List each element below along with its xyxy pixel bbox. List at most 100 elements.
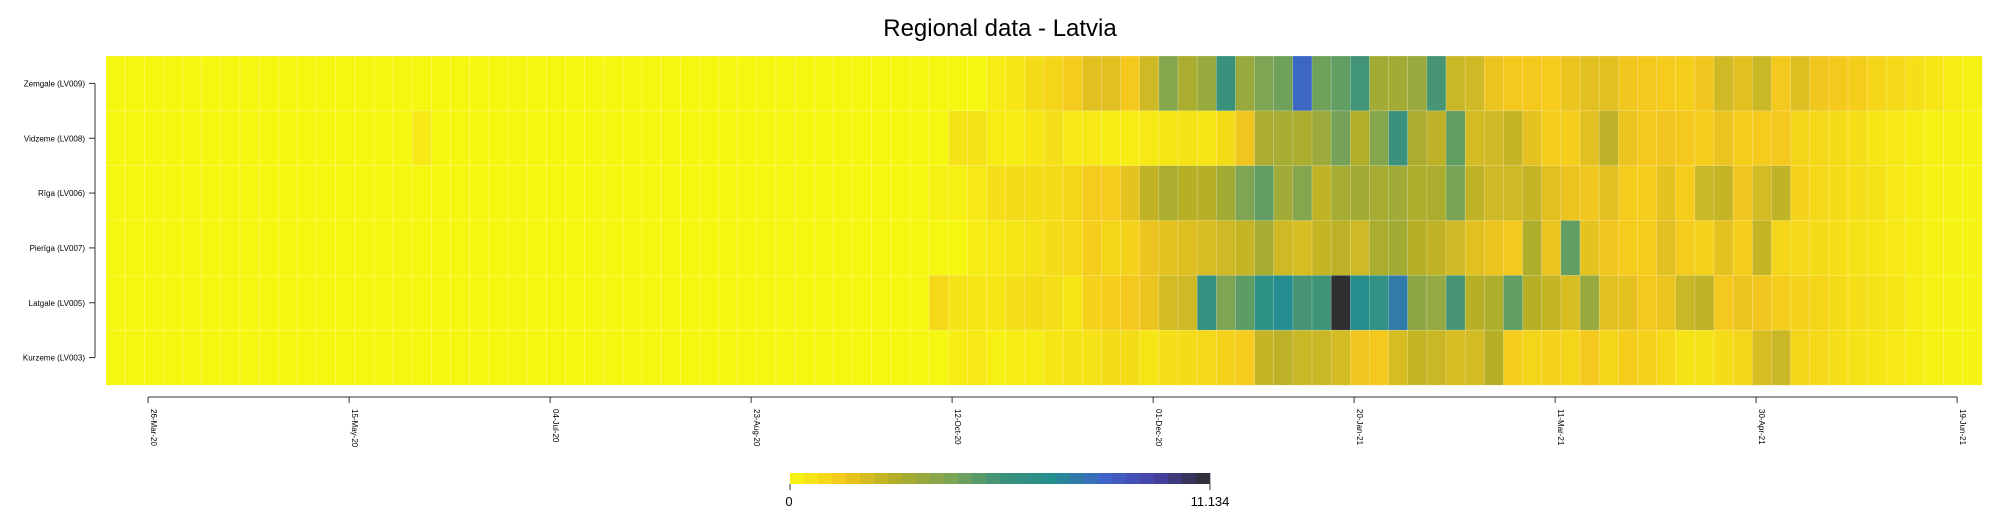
legend-swatch [1112,473,1127,484]
heatmap-cell [239,329,260,386]
heatmap-cell [1388,329,1409,386]
heatmap-cell [833,165,854,221]
heatmap-cell [737,55,758,112]
heatmap-cell [871,165,892,221]
heatmap-cell [1503,165,1524,221]
heatmap-cell [1809,275,1830,331]
row-label: Rīga (LV006) [38,189,85,198]
heatmap-cell [1522,110,1543,167]
heatmap-cell [699,220,720,276]
heatmap-cell [488,329,509,386]
heatmap-cell [967,329,988,386]
heatmap-cell [1713,110,1734,167]
legend-swatch [986,473,1001,484]
heatmap-cell [1024,55,1045,112]
heatmap-cell [890,165,911,221]
heatmap-cell [1464,329,1485,386]
heatmap-cell [316,165,337,221]
heatmap-cell [488,275,509,331]
legend-swatch [972,473,987,484]
heatmap-cell [967,165,988,221]
legend-swatch [874,473,889,484]
heatmap-cell [1464,110,1485,167]
heatmap-cell [986,329,1007,386]
heatmap-cell [909,165,930,221]
heatmap-cell [1809,329,1830,386]
heatmap-cell [277,110,298,167]
heatmap-cell [718,220,739,276]
heatmap-cell [277,55,298,112]
heatmap-cell [928,110,949,167]
heatmap-cell [775,220,796,276]
heatmap-cell [526,275,547,331]
heatmap-cell [277,275,298,331]
heatmap-cell [1311,165,1332,221]
heatmap-cell [1254,55,1275,112]
legend-swatch [916,473,931,484]
heatmap-cell [1751,110,1772,167]
heatmap-cell [1924,275,1945,331]
heatmap-cell [1024,165,1045,221]
heatmap-cell [986,165,1007,221]
heatmap-cell [1541,165,1562,221]
heatmap-cell [220,165,241,221]
heatmap-cell [1866,275,1887,331]
heatmap-cell [1177,220,1198,276]
heatmap-cell [392,55,413,112]
heatmap-cell [1790,55,1811,112]
heatmap-cell [1311,220,1332,276]
heatmap-cell [1215,165,1236,221]
heatmap-cell [947,275,968,331]
row-axis: Zemgale (LV009) Vidzeme (LV008) Rīga (LV00… [23,79,96,363]
legend-swatch [888,473,903,484]
heatmap-cell [163,110,184,167]
heatmap-cell [775,110,796,167]
heatmap-cell [277,329,298,386]
heatmap-cell [1120,220,1141,276]
heatmap-cell [469,165,490,221]
heatmap-cell [545,55,566,112]
heatmap-cell [1924,165,1945,221]
heatmap-cell [737,275,758,331]
heatmap-cell [852,165,873,221]
heatmap-cell [679,220,700,276]
heatmap-cell [1943,110,1964,167]
heatmap-cell [1043,220,1064,276]
legend-min-label: 0 [785,494,792,509]
heatmap-cell [565,220,586,276]
heatmap-cell [1905,110,1926,167]
heatmap-cell [1885,110,1906,167]
heatmap-cell [967,275,988,331]
heatmap-cell [1388,275,1409,331]
heatmap-cell [220,110,241,167]
heatmap-cell [1292,220,1313,276]
heatmap-cell [1732,165,1753,221]
legend-swatch [1098,473,1113,484]
heatmap-cell [1732,220,1753,276]
heatmap-cell [1349,329,1370,386]
heatmap-cell [1445,220,1466,276]
heatmap-cell [756,55,777,112]
heatmap-cell [967,110,988,167]
heatmap-cell [1464,220,1485,276]
heatmap-cell [1617,110,1638,167]
heatmap-cell [182,55,203,112]
heatmap-cell [775,275,796,331]
heatmap-cell [1215,110,1236,167]
heatmap-cell [239,55,260,112]
heatmap-cell [1062,329,1083,386]
heatmap-cell [565,275,586,331]
heatmap-cell [584,110,605,167]
x-tick-label: 11-Mar-21 [1556,409,1565,446]
heatmap-cell [641,329,662,386]
heatmap-cell [1369,220,1390,276]
heatmap-cell [1637,55,1658,112]
heatmap-cell [1541,220,1562,276]
heatmap-cell [1790,220,1811,276]
heatmap-cell [1407,275,1428,331]
heatmap-cell [1943,275,1964,331]
heatmap-cell [1905,55,1926,112]
heatmap-cell [794,165,815,221]
heatmap-cell [354,220,375,276]
